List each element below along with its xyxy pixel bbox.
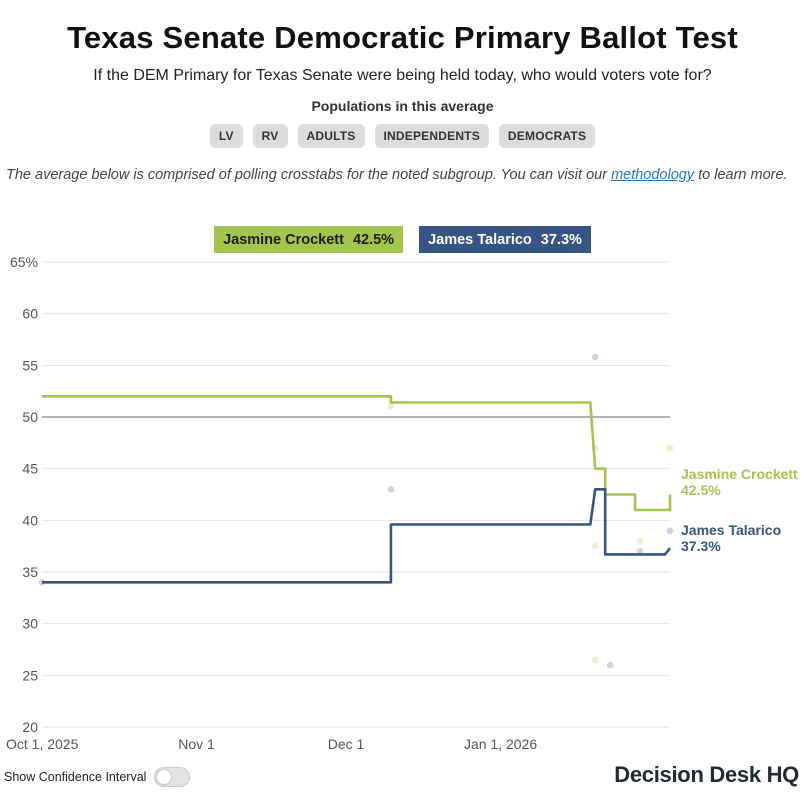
y-tick-label: 50: [22, 409, 38, 425]
y-tick-label: 55: [22, 357, 38, 373]
y-tick-label: 40: [22, 512, 38, 528]
legend-name-talarico: James Talarico: [428, 231, 532, 248]
population-pill-independents[interactable]: INDEPENDENTS: [374, 124, 489, 148]
poll-point: [591, 656, 599, 664]
populations-label: Populations in this average: [311, 98, 494, 114]
y-tick-label: 35: [22, 564, 38, 580]
y-tick-label: 65%: [10, 254, 38, 270]
population-pill-democrats[interactable]: DEMOCRATS: [498, 124, 596, 148]
series-line: [42, 395, 672, 512]
y-tick-label: 60: [22, 306, 38, 322]
chart-legend: Jasmine Crockett 42.5% James Talarico 37…: [0, 226, 805, 253]
population-pill-adults[interactable]: ADULTS: [297, 124, 365, 148]
line-chart: 20 25 30 35 40 45 50 55 60 65% Oct 1, 2025 Nov 1 Dec…: [6, 254, 798, 752]
x-tick-label: Nov 1: [178, 736, 215, 752]
poll-point: [591, 542, 599, 550]
legend-value-crockett: 42.5%: [352, 231, 395, 248]
methodology-link[interactable]: methodology: [611, 167, 695, 183]
legend-value-talarico: 37.3%: [540, 231, 582, 248]
x-tick-label: Jan 1, 2026: [464, 736, 537, 752]
ci-toggle-switch[interactable]: [154, 767, 191, 787]
poll-point: [387, 403, 395, 410]
chart-title: Texas Senate Democratic Primary Ballot T…: [67, 20, 738, 55]
population-pill-lv[interactable]: LV: [209, 124, 243, 148]
series-end-name: James Talarico: [681, 522, 781, 538]
brand-text: Decision Desk HQ: [614, 762, 799, 787]
ci-toggle-knob: [157, 770, 172, 784]
population-pill-rv[interactable]: RV: [252, 124, 288, 148]
y-tick-label: 20: [22, 719, 38, 735]
x-tick-label: Oct 1, 2025: [6, 736, 79, 752]
series-end-value: 42.5%: [681, 482, 721, 498]
population-filters: LV RV ADULTS INDEPENDENTS DEMOCRATS: [0, 124, 805, 148]
brand-logo: Decision Desk HQ: [614, 762, 799, 788]
note-text: The average below is comprised of pollin…: [6, 167, 612, 183]
legend-name-crockett: Jasmine Crockett: [223, 231, 344, 248]
y-tick-label: 30: [22, 616, 38, 632]
chart-subtitle: If the DEM Primary for Texas Senate were…: [93, 67, 712, 84]
y-tick-label: 45: [22, 461, 38, 477]
poll-point: [606, 661, 614, 669]
confidence-interval-control: Show Confidence Interval: [4, 767, 191, 787]
poll-point: [666, 444, 674, 452]
series-end-value: 37.3%: [681, 538, 721, 554]
poll-point: [666, 527, 674, 534]
y-tick-label: 25: [22, 667, 38, 683]
legend-item-crockett[interactable]: Jasmine Crockett 42.5%: [214, 226, 404, 253]
methodology-note: The average below is comprised of pollin…: [6, 165, 796, 185]
series-line: [42, 488, 672, 584]
ci-label: Show Confidence Interval: [4, 770, 147, 784]
x-tick-label: Dec 1: [328, 736, 365, 752]
poll-point: [591, 353, 599, 361]
note-text-end: to learn more.: [694, 167, 788, 183]
poll-point: [636, 537, 644, 545]
series-end-name: Jasmine Crockett: [681, 466, 798, 482]
poll-point: [636, 548, 644, 555]
poll-point: [387, 486, 395, 493]
legend-item-talarico[interactable]: James Talarico 37.3%: [419, 226, 591, 253]
